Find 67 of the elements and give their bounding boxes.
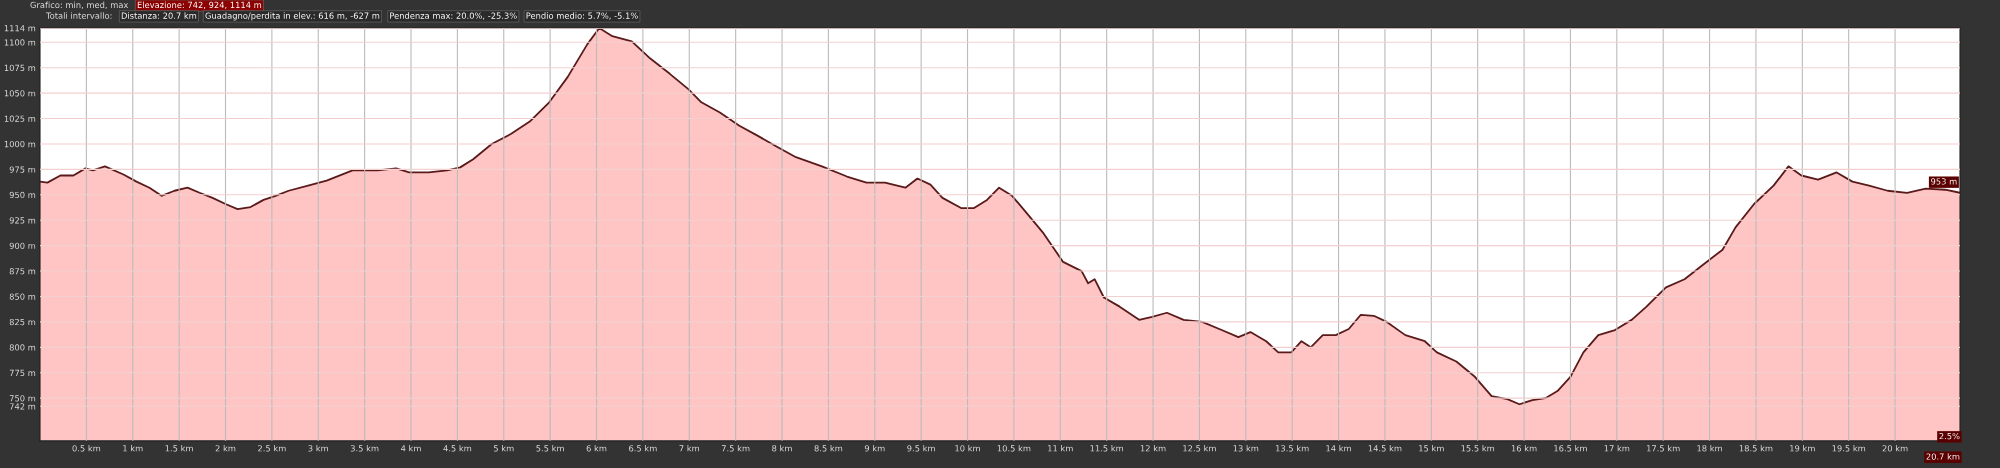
annotation: 2.5% bbox=[1939, 432, 1960, 440]
x-tick-label: 5.5 km bbox=[536, 445, 564, 452]
x-tick-label: 11 km bbox=[1048, 445, 1073, 452]
x-tick-label: 18.5 km bbox=[1739, 445, 1773, 452]
x-tick-label: 4.5 km bbox=[443, 445, 472, 452]
x-tick-label: 19 km bbox=[1790, 445, 1815, 452]
y-tick-label: 950 m bbox=[9, 191, 36, 199]
x-tick-label: 10 km bbox=[955, 445, 980, 452]
text: Guadagno/perdita in elev.: 616 m, -627 m bbox=[205, 12, 380, 21]
y-tick-label: 1025 m bbox=[4, 115, 36, 122]
y-tick-label: 1114 m bbox=[4, 25, 36, 32]
x-tick-label: 9.5 km bbox=[907, 445, 935, 452]
x-tick-label: 20 km bbox=[1882, 445, 1908, 452]
y-tick-label: 900 m bbox=[9, 242, 36, 249]
x-tick-label: 16 km bbox=[1511, 445, 1537, 452]
x-tick-label: 15.5 km bbox=[1461, 445, 1495, 452]
y-tick-label: 875 m bbox=[9, 268, 36, 275]
x-tick-label: 1.5 km bbox=[165, 445, 193, 452]
x-tick-label: 15 km bbox=[1419, 445, 1444, 452]
x-tick-label: 17 km bbox=[1604, 445, 1630, 452]
x-tick-label: 2 km bbox=[215, 445, 236, 452]
x-tick-label: 12 km bbox=[1140, 445, 1166, 452]
x-tick-label: 9 km bbox=[864, 445, 885, 452]
text: Distanza: 20.7 km bbox=[121, 12, 197, 19]
y-tick-label: 1075 m bbox=[4, 64, 36, 72]
y-tick-label: 1050 m bbox=[4, 90, 36, 97]
text: 20.7 km bbox=[1926, 453, 1960, 460]
text: Pendio medio: 5.7%, -5.1% bbox=[526, 12, 638, 20]
x-tick-label: 13.5 km bbox=[1276, 445, 1309, 452]
x-tick-label: 2.5 km bbox=[258, 445, 286, 452]
x-tick-label: 13 km bbox=[1233, 445, 1259, 452]
x-tick-label: 18 km bbox=[1697, 445, 1722, 452]
x-tick-label: 12.5 km bbox=[1183, 445, 1216, 452]
x-tick-label: 1 km bbox=[123, 445, 143, 452]
x-tick-label: 10.5 km bbox=[997, 445, 1031, 452]
x-tick-label: 16.5 km bbox=[1554, 445, 1587, 452]
y-tick-label: 975 m bbox=[9, 166, 36, 173]
x-tick-label: 19.5 km bbox=[1832, 445, 1866, 452]
y-tick-label: 775 m bbox=[9, 369, 36, 377]
x-tick-label: 6 km bbox=[586, 445, 607, 452]
y-tick-label: 825 m bbox=[9, 318, 36, 326]
x-tick-label: 5 km bbox=[493, 445, 514, 452]
x-tick-label: 14.5 km bbox=[1368, 445, 1402, 452]
x-tick-label: 11.5 km bbox=[1090, 445, 1124, 452]
annotation: 953 m bbox=[1931, 178, 1957, 185]
x-tick-label: 8 km bbox=[772, 445, 792, 452]
y-tick-label: 800 m bbox=[9, 344, 36, 351]
x-tick-label: 3 km bbox=[308, 445, 328, 452]
x-tick-label: 17.5 km bbox=[1647, 445, 1680, 452]
text: Pendenza max: 20.0%, -25.3% bbox=[390, 12, 517, 20]
y-tick-label: 750 m bbox=[9, 395, 36, 402]
text: Totali intervallo: bbox=[45, 12, 112, 19]
x-tick-label: 0.5 km bbox=[72, 445, 101, 452]
y-tick-label: 850 m bbox=[9, 293, 36, 300]
x-tick-label: 3.5 km bbox=[350, 445, 379, 452]
y-tick-label: 1000 m bbox=[4, 140, 36, 148]
x-tick-label: 14 km bbox=[1326, 445, 1351, 452]
x-tick-label: 6.5 km bbox=[629, 445, 657, 452]
x-tick-label: 8.5 km bbox=[814, 445, 843, 452]
x-tick-label: 7 km bbox=[679, 445, 700, 452]
text: Grafico: min, med, max bbox=[30, 1, 129, 9]
y-tick-label: 925 m bbox=[9, 217, 36, 224]
y-tick-label: 1100 m bbox=[4, 39, 36, 46]
x-tick-label: 4 km bbox=[400, 445, 421, 452]
text: Elevazione: 742, 924, 1114 m bbox=[137, 1, 262, 9]
y-tick-label: 742 m bbox=[9, 403, 36, 410]
x-tick-label: 7.5 km bbox=[721, 445, 750, 452]
